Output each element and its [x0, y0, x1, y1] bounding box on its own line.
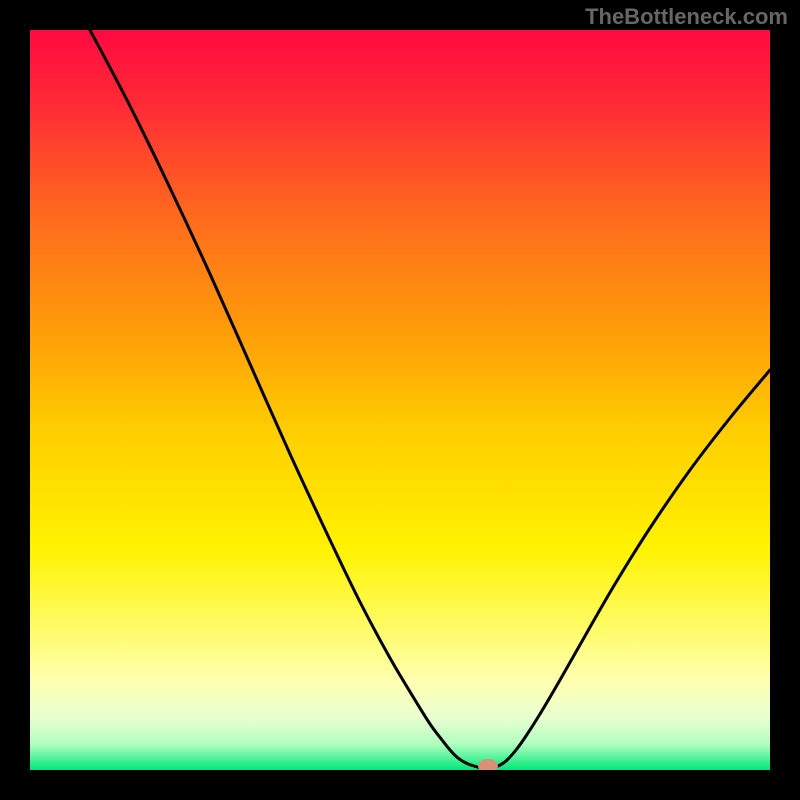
plot-area [30, 30, 770, 770]
chart-frame: TheBottleneck.com [0, 0, 800, 800]
watermark-text: TheBottleneck.com [585, 4, 788, 30]
chart-svg [30, 30, 770, 770]
gradient-background [30, 30, 770, 770]
